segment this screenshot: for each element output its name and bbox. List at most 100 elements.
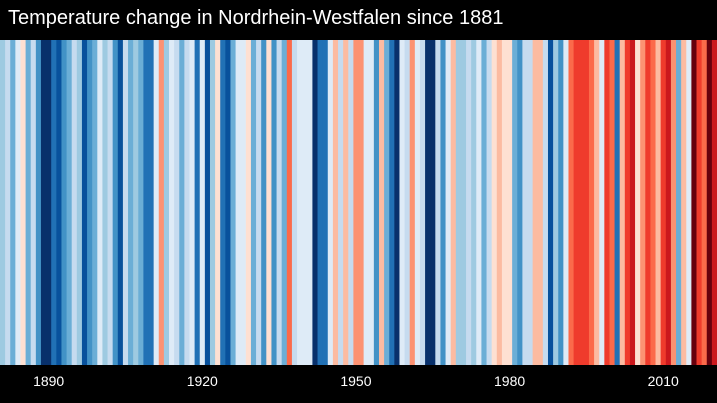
stripe-2012: [670, 40, 677, 365]
stripe-1949: [348, 40, 354, 365]
stripe-1894: [66, 40, 73, 365]
stripe-1921: [204, 40, 211, 365]
x-tick-label: 1950: [340, 373, 372, 389]
stripe-2014: [681, 40, 687, 365]
stripe-1951: [358, 40, 365, 365]
stripe-1926: [230, 40, 237, 365]
stripe-1924: [220, 40, 226, 365]
stripe-1992: [568, 40, 575, 365]
stripe-1898: [87, 40, 93, 365]
stripe-1940: [302, 40, 308, 365]
stripe-1985: [532, 40, 539, 365]
stripe-1907: [133, 40, 139, 365]
stripe-1913: [163, 40, 170, 365]
stripe-1937: [286, 40, 293, 365]
stripe-1917: [184, 40, 191, 365]
stripe-1906: [128, 40, 134, 365]
stripe-2019: [706, 40, 713, 365]
stripe-1905: [122, 40, 129, 365]
stripe-1881: [0, 40, 6, 365]
stripe-1978: [496, 40, 503, 365]
stripe-2009: [655, 40, 662, 365]
stripe-1888: [35, 40, 42, 365]
stripe-2015: [686, 40, 692, 365]
stripe-1902: [107, 40, 114, 365]
stripe-1968: [445, 40, 452, 365]
stripe-2010: [660, 40, 667, 365]
x-tick-label: 1920: [186, 373, 218, 389]
stripe-1934: [271, 40, 278, 365]
stripe-1910: [148, 40, 155, 365]
stripe-2008: [650, 40, 657, 365]
stripe-1904: [117, 40, 124, 365]
stripe-1886: [25, 40, 32, 365]
stripe-1995: [583, 40, 590, 365]
stripe-1972: [466, 40, 472, 365]
stripe-1896: [76, 40, 83, 365]
stripe-1944: [322, 40, 329, 365]
stripe-1948: [343, 40, 349, 365]
stripe-1908: [138, 40, 144, 365]
stripe-1993: [573, 40, 580, 365]
stripe-1954: [373, 40, 380, 365]
stripe-1890: [46, 40, 52, 365]
stripe-2003: [624, 40, 631, 365]
stripe-1919: [194, 40, 201, 365]
stripe-1922: [209, 40, 216, 365]
stripe-1889: [40, 40, 47, 365]
stripe-1989: [553, 40, 559, 365]
stripe-1912: [158, 40, 165, 365]
stripe-1915: [174, 40, 180, 365]
stripe-1933: [266, 40, 273, 365]
stripe-1950: [353, 40, 360, 365]
stripe-1979: [501, 40, 508, 365]
stripe-1955: [378, 40, 385, 365]
stripe-1930: [250, 40, 257, 365]
stripe-1969: [450, 40, 457, 365]
stripe-1941: [307, 40, 314, 365]
stripe-2004: [629, 40, 636, 365]
stripe-1883: [10, 40, 16, 365]
stripe-1975: [481, 40, 488, 365]
stripe-1956: [384, 40, 390, 365]
stripe-1983: [522, 40, 529, 365]
stripe-1920: [199, 40, 206, 365]
stripe-2007: [645, 40, 652, 365]
stripe-1882: [5, 40, 11, 365]
stripe-1976: [486, 40, 493, 365]
stripe-1986: [537, 40, 544, 365]
stripe-1990: [558, 40, 564, 365]
stripe-1987: [542, 40, 549, 365]
stripe-1914: [169, 40, 175, 365]
stripe-2005: [635, 40, 641, 365]
stripe-1965: [430, 40, 436, 365]
warming-stripes: [0, 40, 717, 365]
x-tick-label: 1890: [33, 373, 65, 389]
stripe-2002: [619, 40, 626, 365]
stripe-1901: [102, 40, 109, 365]
stripe-1909: [143, 40, 150, 365]
stripe-1946: [332, 40, 339, 365]
stripe-1957: [389, 40, 395, 365]
stripe-1929: [245, 40, 252, 365]
stripe-1893: [61, 40, 68, 365]
stripe-1891: [51, 40, 57, 365]
stripe-1928: [240, 40, 247, 365]
stripe-1999: [604, 40, 611, 365]
stripe-1998: [599, 40, 605, 365]
stripe-1932: [261, 40, 267, 365]
stripe-1892: [56, 40, 63, 365]
stripe-1899: [92, 40, 98, 365]
stripe-1925: [225, 40, 232, 365]
stripe-1959: [399, 40, 406, 365]
stripe-1903: [112, 40, 119, 365]
stripe-1982: [517, 40, 523, 365]
stripe-1960: [404, 40, 411, 365]
x-tick-label: 2010: [647, 373, 679, 389]
stripe-1952: [363, 40, 370, 365]
stripe-1953: [368, 40, 375, 365]
stripe-1991: [563, 40, 570, 365]
stripe-1936: [281, 40, 288, 365]
stripe-2013: [676, 40, 682, 365]
stripe-1885: [20, 40, 27, 365]
